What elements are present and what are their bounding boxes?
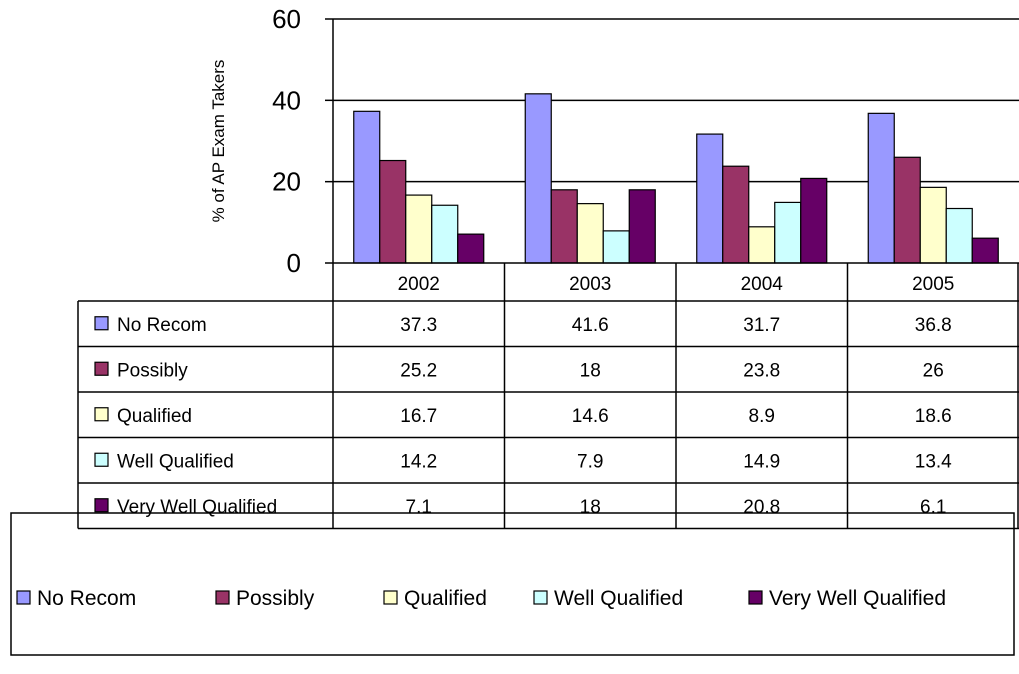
data-value-label: 7.1 [406,497,432,518]
y-tick-label: 0 [287,248,301,278]
data-value-label: 14.6 [572,406,609,427]
y-tick-label: 60 [272,4,301,34]
series-label: Well Qualified [117,451,234,472]
legend-key [383,590,398,605]
data-value-label: 31.7 [743,315,780,336]
legend-label: No Recom [37,587,136,610]
bar [576,203,604,264]
series-label: Possibly [117,360,188,381]
category-label: 2005 [912,274,954,295]
bar [748,226,776,264]
bar [431,204,459,264]
bar [379,159,407,264]
table-legend-key [94,361,109,376]
data-value-label: 36.8 [915,315,952,336]
bar [893,156,921,264]
data-value-label: 26 [923,360,944,381]
table-legend-key [94,498,109,513]
y-axis-title: % of AP Exam Takers [209,60,228,223]
series-label: Qualified [117,406,192,427]
legend-label: Possibly [236,587,315,610]
bar [696,133,724,264]
bar [457,233,485,264]
series-label: No Recom [117,315,207,336]
bar [971,237,999,264]
bar [628,189,656,264]
data-value-label: 6.1 [920,497,946,518]
bar [405,194,433,264]
bar [353,110,381,264]
series-label: Very Well Qualified [117,497,277,518]
table-legend-key [94,316,109,331]
category-label: 2002 [398,274,440,295]
data-value-label: 37.3 [400,315,437,336]
table-legend-key [94,452,109,467]
bar [800,177,828,264]
legend-label: Very Well Qualified [769,587,946,610]
data-value-label: 8.9 [749,406,775,427]
legend-label: Well Qualified [554,587,683,610]
data-value-label: 20.8 [743,497,780,518]
legend-key [748,590,763,605]
bar [550,189,578,264]
bar [919,186,947,264]
data-value-label: 14.2 [400,451,437,472]
legend-key [16,590,31,605]
data-value-label: 14.9 [743,451,780,472]
category-label: 2004 [741,274,784,295]
legend-label: Qualified [404,587,487,610]
bar [867,112,895,264]
legend-key [533,590,548,605]
data-value-label: 18 [580,360,601,381]
data-value-label: 16.7 [400,406,437,427]
category-label: 2003 [569,274,611,295]
bar [945,207,973,264]
legend-box [10,512,1015,656]
bar [774,201,802,264]
data-value-label: 25.2 [400,360,437,381]
data-value-label: 18 [580,497,601,518]
bar [602,230,630,264]
data-value-label: 18.6 [915,406,952,427]
data-value-label: 7.9 [577,451,603,472]
data-value-label: 13.4 [915,451,952,472]
data-value-label: 23.8 [743,360,780,381]
bar [524,93,552,264]
y-tick-label: 20 [272,167,301,197]
data-value-label: 41.6 [572,315,609,336]
bar [722,165,750,264]
table-legend-key [94,407,109,422]
legend-key [215,590,230,605]
y-tick-label: 40 [272,85,301,115]
